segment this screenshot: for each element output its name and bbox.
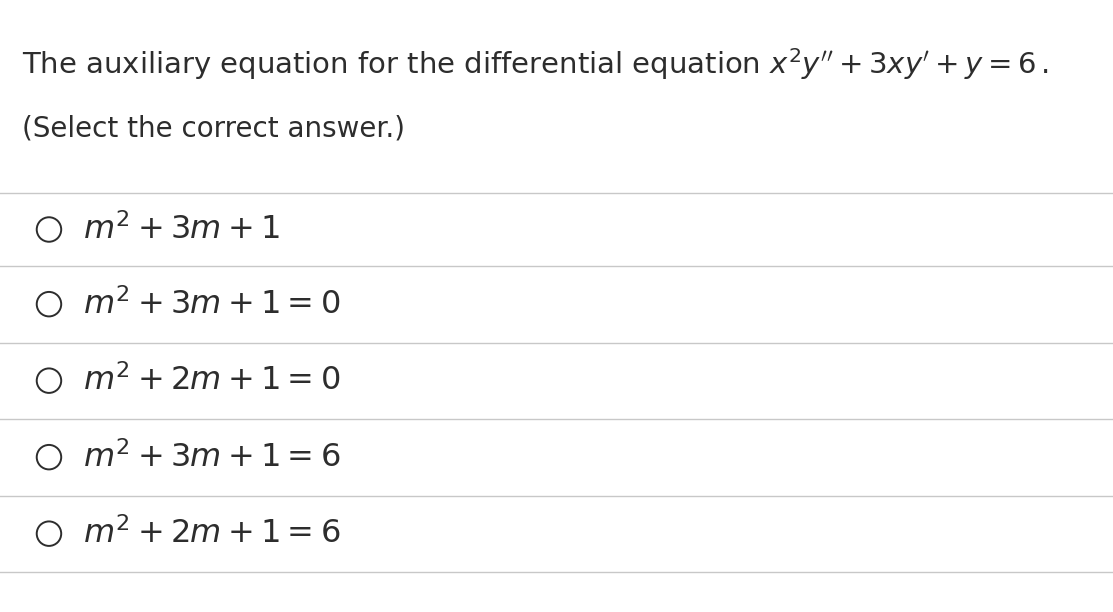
Text: (Select the correct answer.): (Select the correct answer.) <box>22 114 405 143</box>
Text: $m^2 + 2m + 1 = 6$: $m^2 + 2m + 1 = 6$ <box>83 517 341 550</box>
Text: $m^2 + 3m + 1 = 6$: $m^2 + 3m + 1 = 6$ <box>83 441 341 474</box>
Text: $m^2 + 2m + 1 = 0$: $m^2 + 2m + 1 = 0$ <box>83 364 341 397</box>
Text: $m^2 + 3m + 1 = 0$: $m^2 + 3m + 1 = 0$ <box>83 288 341 321</box>
Text: $m^2 + 3m + 1$: $m^2 + 3m + 1$ <box>83 213 280 246</box>
Text: The auxiliary equation for the differential equation $x^2y'' + 3xy' + y = 6\,.$: The auxiliary equation for the different… <box>22 47 1050 82</box>
